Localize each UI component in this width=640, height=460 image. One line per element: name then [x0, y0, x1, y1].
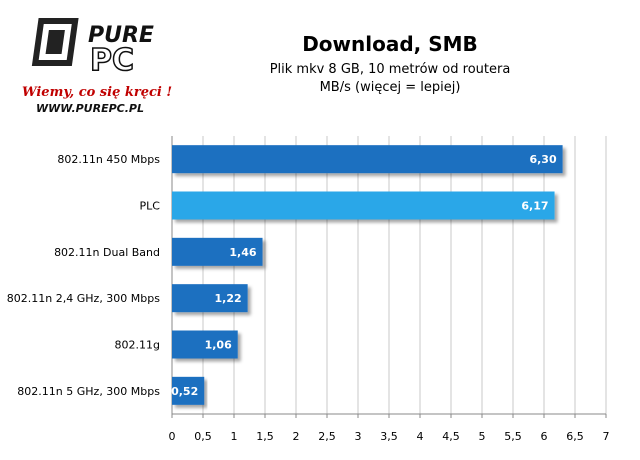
bar-value-label: 1,22 — [214, 292, 241, 305]
x-tick-label: 0,5 — [194, 430, 212, 443]
bar-value-label: 0,52 — [171, 385, 198, 398]
x-tick-label: 3,5 — [380, 430, 398, 443]
category-label: PLC — [140, 200, 161, 213]
bar-value-label: 1,06 — [205, 339, 232, 352]
purepc-logo: PURE PC Wiemy, co się kręci ! WWW.PUREPC… — [22, 18, 172, 115]
x-tick-label: 6,5 — [566, 430, 584, 443]
logo-url: WWW.PUREPC.PL — [36, 102, 144, 115]
bar — [172, 145, 563, 174]
bar — [172, 330, 238, 359]
bar — [172, 191, 555, 220]
x-tick-label: 1 — [231, 430, 238, 443]
bar — [172, 237, 263, 266]
category-label: 802.11n Dual Band — [54, 246, 160, 259]
bar-value-label: 1,46 — [229, 246, 256, 259]
x-tick-label: 2 — [293, 430, 300, 443]
category-label: 802.11n 450 Mbps — [57, 153, 160, 166]
chart-subtitle: Plik mkv 8 GB, 10 metrów od routera — [269, 62, 511, 77]
logo-brand-bottom: PC — [90, 43, 134, 78]
x-tick-label: 4 — [417, 430, 424, 443]
x-tick-label: 5,5 — [504, 430, 522, 443]
category-label: 802.11n 2,4 GHz, 300 Mbps — [7, 292, 160, 305]
x-tick-label: 0 — [169, 430, 176, 443]
x-tick-label: 2,5 — [318, 430, 336, 443]
x-tick-label: 3 — [355, 430, 362, 443]
bar-value-label: 6,30 — [529, 153, 556, 166]
category-label: 802.11g — [115, 339, 160, 352]
x-tick-label: 5 — [479, 430, 486, 443]
bar — [172, 284, 248, 313]
bar-value-label: 6,17 — [521, 200, 548, 213]
x-tick-label: 7 — [603, 430, 610, 443]
bar — [172, 376, 205, 405]
category-label: 802.11n 5 GHz, 300 Mbps — [17, 385, 160, 398]
x-tick-label: 4,5 — [442, 430, 460, 443]
x-tick-label: 1,5 — [256, 430, 274, 443]
chart-note: MB/s (więcej = lepiej) — [319, 80, 461, 95]
logo-brand-top: PURE — [88, 23, 154, 48]
logo-slogan: Wiemy, co się kręci ! — [22, 85, 172, 100]
chart-title: Download, SMB — [302, 32, 478, 56]
x-tick-label: 6 — [541, 430, 548, 443]
